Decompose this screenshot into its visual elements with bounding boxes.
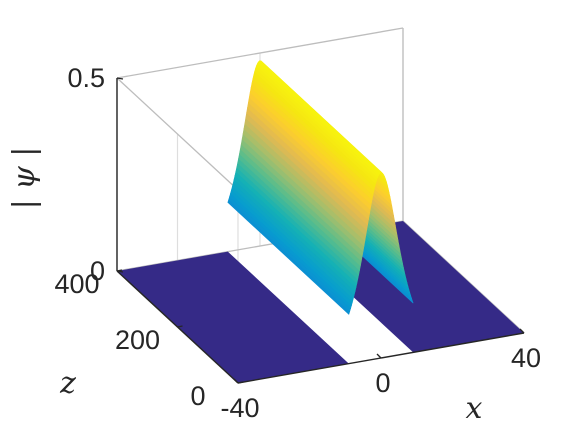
y-tick-mark-1 (177, 325, 183, 328)
y-tick-label-2: 400 (54, 269, 99, 299)
z-tick-label-1: 0.5 (67, 63, 105, 93)
x-tick-mark-1 (376, 353, 382, 359)
y-tick-label-1: 200 (115, 325, 160, 355)
x-tick-label-0: -40 (220, 393, 259, 423)
y-axis-label: z (59, 366, 76, 401)
z-tick-mark-0 (116, 270, 124, 273)
surface-facet-front-35 (258, 60, 382, 174)
box-edge-top-back (116, 27, 404, 79)
surface-mesh (227, 60, 414, 315)
z-axis-label: | ψ | (7, 147, 42, 210)
x-tick-mark-0 (233, 378, 239, 384)
box-edge-top-left (116, 77, 239, 191)
surface-floor-left (117, 251, 349, 383)
x-tick-label-1: 0 (375, 368, 390, 398)
y-tick-mark-0 (237, 381, 244, 384)
x-axis-label: x (466, 391, 483, 426)
axis-lines (116, 77, 525, 384)
x-tick-label-2: 40 (511, 343, 541, 373)
y-tick-label-0: 0 (190, 381, 205, 411)
z-tick-label-0: 0 (90, 256, 105, 286)
z-tick-mark-1 (116, 77, 124, 80)
x-tick-mark-2 (519, 328, 525, 334)
